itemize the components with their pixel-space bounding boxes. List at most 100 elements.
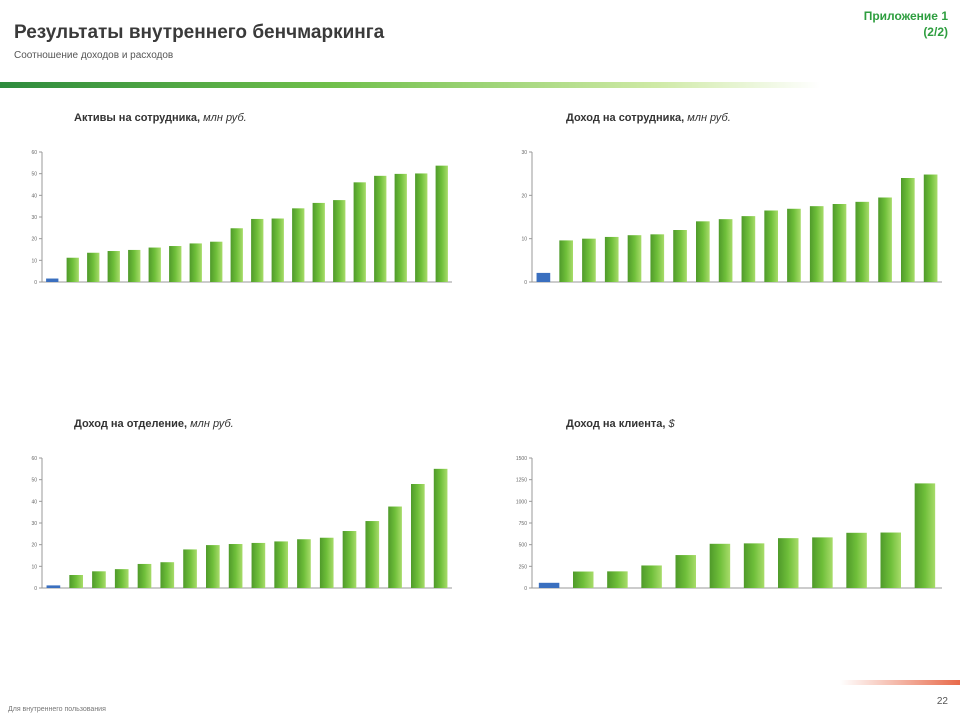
bar	[787, 208, 801, 282]
chart-title-unit: млн руб.	[687, 112, 731, 124]
chart-title-text: Доход на сотрудника,	[566, 112, 685, 124]
bar	[641, 565, 662, 588]
bar	[809, 206, 824, 282]
bar	[673, 230, 687, 282]
chart-title: Доход на отделение, млн руб.	[74, 418, 234, 430]
y-tick-label: 0	[524, 586, 527, 592]
bar	[607, 571, 628, 588]
bar	[718, 219, 733, 282]
bar	[709, 543, 731, 588]
y-tick-label: 50	[31, 172, 37, 178]
bar	[901, 178, 915, 282]
bar	[228, 544, 243, 588]
chart-title-text: Доход на отделение,	[74, 418, 188, 430]
bar	[292, 208, 305, 282]
y-tick-label: 20	[31, 543, 37, 549]
bar	[923, 174, 938, 282]
bar	[169, 246, 182, 282]
y-tick-label: 40	[31, 193, 37, 199]
y-tick-label: 750	[519, 521, 528, 527]
y-tick-label: 1250	[516, 478, 527, 484]
bar	[741, 216, 756, 282]
y-tick-label: 500	[519, 543, 528, 549]
chart-panel-income-per-client: Доход на клиента, $ 0 250 500 750 1000 1250 15…	[500, 418, 950, 718]
bar	[604, 236, 619, 282]
bar	[435, 165, 448, 282]
chart-title: Активы на сотрудника, млн руб.	[74, 112, 247, 124]
y-tick-label: 0	[34, 280, 37, 286]
bar	[880, 532, 901, 588]
bar	[114, 569, 129, 588]
bar	[878, 197, 892, 282]
chart-title-unit: млн руб.	[190, 418, 234, 430]
bar	[46, 585, 61, 588]
chart-panel-assets-per-employee: Активы на сотрудника, млн руб. 0 10 20 30 40…	[10, 112, 460, 412]
bar	[394, 173, 407, 282]
chart-title: Доход на клиента, $	[566, 418, 675, 430]
chart-panel-income-per-branch: Доход на отделение, млн руб. 0 10 20 30 40 50…	[10, 418, 460, 718]
appendix-page: (2/2)	[923, 25, 948, 39]
chart-title-unit: млн руб.	[203, 112, 247, 124]
page-title: Результаты внутреннего бенчмаркинга	[14, 22, 385, 43]
bar	[696, 221, 710, 282]
bar	[559, 240, 573, 282]
bar	[137, 563, 152, 588]
y-tick-label: 20	[31, 237, 37, 243]
bar	[573, 571, 594, 588]
bar-chart-assets-per-employee: 0 10 20 30 40 50 60	[31, 150, 452, 286]
footer-accent-line	[840, 680, 960, 685]
bar	[374, 175, 387, 282]
bar	[388, 506, 402, 588]
appendix-label: Приложение 1 (2/2)	[864, 8, 948, 40]
bar-chart-income-per-employee: 0 10 20 30	[521, 150, 942, 286]
bar	[846, 532, 867, 588]
bar	[319, 537, 334, 588]
y-tick-label: 20	[521, 193, 527, 199]
bar	[107, 251, 120, 282]
bar	[271, 218, 284, 282]
y-tick-label: 30	[31, 215, 37, 221]
bar	[855, 201, 870, 282]
y-tick-label: 1500	[516, 456, 527, 462]
bar	[206, 545, 220, 588]
bar	[743, 543, 765, 588]
bar	[582, 238, 596, 282]
bar	[183, 549, 197, 588]
bar	[251, 542, 266, 588]
page-number: 22	[936, 696, 948, 707]
bar	[650, 234, 665, 282]
y-tick-label: 50	[31, 478, 37, 484]
y-tick-label: 30	[521, 150, 527, 156]
bar	[251, 218, 264, 282]
bar	[415, 173, 428, 282]
chart-title-text: Активы на сотрудника,	[74, 112, 201, 124]
y-tick-label: 60	[31, 456, 37, 462]
chart-panel-income-per-employee: Доход на сотрудника, млн руб. 0 10 20 30	[500, 112, 950, 412]
bar	[297, 539, 311, 588]
bar	[87, 252, 100, 282]
bar	[342, 531, 357, 588]
bar	[914, 483, 936, 588]
bar	[778, 538, 799, 588]
bar	[411, 484, 425, 588]
bar	[189, 243, 202, 282]
bar	[627, 235, 642, 282]
chart-title: Доход на сотрудника, млн руб.	[566, 112, 731, 124]
bar	[536, 272, 551, 282]
bar	[92, 571, 106, 588]
bar-chart-income-per-client: 0 250 500 750 1000 1250 1500	[516, 456, 942, 592]
bar	[69, 575, 83, 588]
bar-chart-income-per-branch: 0 10 20 30 40 50 60	[31, 456, 452, 592]
footer-note: Для внутреннего пользования	[8, 706, 106, 713]
appendix-title: Приложение 1	[863, 9, 948, 23]
bar	[128, 249, 141, 282]
bar	[832, 204, 847, 282]
bar	[764, 210, 778, 282]
bar	[46, 278, 59, 282]
y-tick-label: 1000	[516, 499, 527, 505]
bar	[365, 521, 380, 588]
y-tick-label: 40	[31, 499, 37, 505]
bar	[230, 228, 243, 282]
chart-title-text: Доход на клиента,	[566, 418, 666, 430]
bar	[538, 582, 560, 588]
